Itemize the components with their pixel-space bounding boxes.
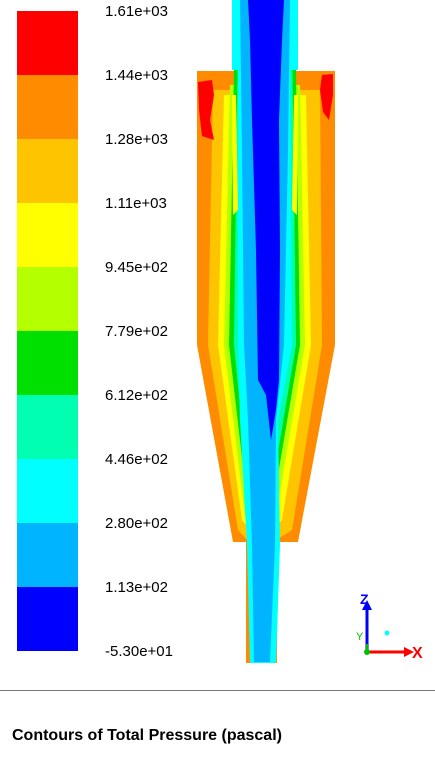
legend-band [17,75,78,139]
legend-label: -5.30e+01 [105,643,173,660]
legend-band [17,267,78,331]
legend-band [17,459,78,523]
x-axis-label: X [412,645,423,662]
red-patch-right [320,74,333,120]
cyclone-contour-plot: Z Y X [197,0,423,663]
blue-core-region [248,0,284,440]
x-axis-arrowhead [404,647,414,657]
legend-band [17,395,78,459]
legend-label: 1.61e+03 [105,3,168,20]
legend-label: 1.13e+02 [105,579,168,596]
color-legend [17,11,78,651]
legend-band [17,523,78,587]
y-axis-label: Y [356,631,364,643]
legend-band [17,11,78,75]
divider [0,690,435,691]
axis-triad: Z Y X [356,591,423,662]
legend-band [17,139,78,203]
yellow-streak-left [232,95,238,215]
plot-caption: Contours of Total Pressure (pascal) [12,727,282,744]
z-axis-arrowhead [362,600,372,610]
red-patch-left [198,80,214,140]
legend-label: 1.11e+03 [105,195,167,212]
z-axis-label: Z [360,591,369,607]
legend-label: 2.80e+02 [105,515,168,532]
legend-label: 6.12e+02 [105,387,168,404]
legend-label: 7.79e+02 [105,323,168,340]
legend-label: 1.44e+03 [105,67,168,84]
legend-label: 9.45e+02 [105,259,168,276]
legend-band [17,587,78,651]
yellow-streak-right [292,95,298,215]
legend-label: 1.28e+03 [105,131,168,148]
legend-band [17,203,78,267]
legend-label: 4.46e+02 [105,451,168,468]
y-axis-marker [384,630,390,636]
cyclone-body [197,0,335,663]
legend-band [17,331,78,395]
